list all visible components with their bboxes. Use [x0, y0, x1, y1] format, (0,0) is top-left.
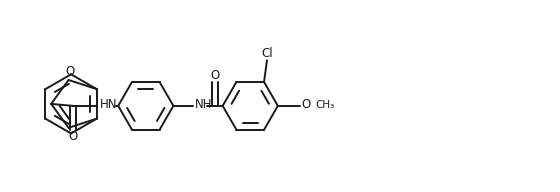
Text: HN: HN [100, 98, 117, 111]
Text: CH₃: CH₃ [315, 100, 334, 110]
Text: Cl: Cl [261, 47, 273, 60]
Text: NH: NH [195, 98, 213, 111]
Text: O: O [210, 69, 220, 82]
Text: O: O [68, 130, 77, 143]
Text: O: O [301, 98, 311, 111]
Text: O: O [65, 65, 74, 78]
